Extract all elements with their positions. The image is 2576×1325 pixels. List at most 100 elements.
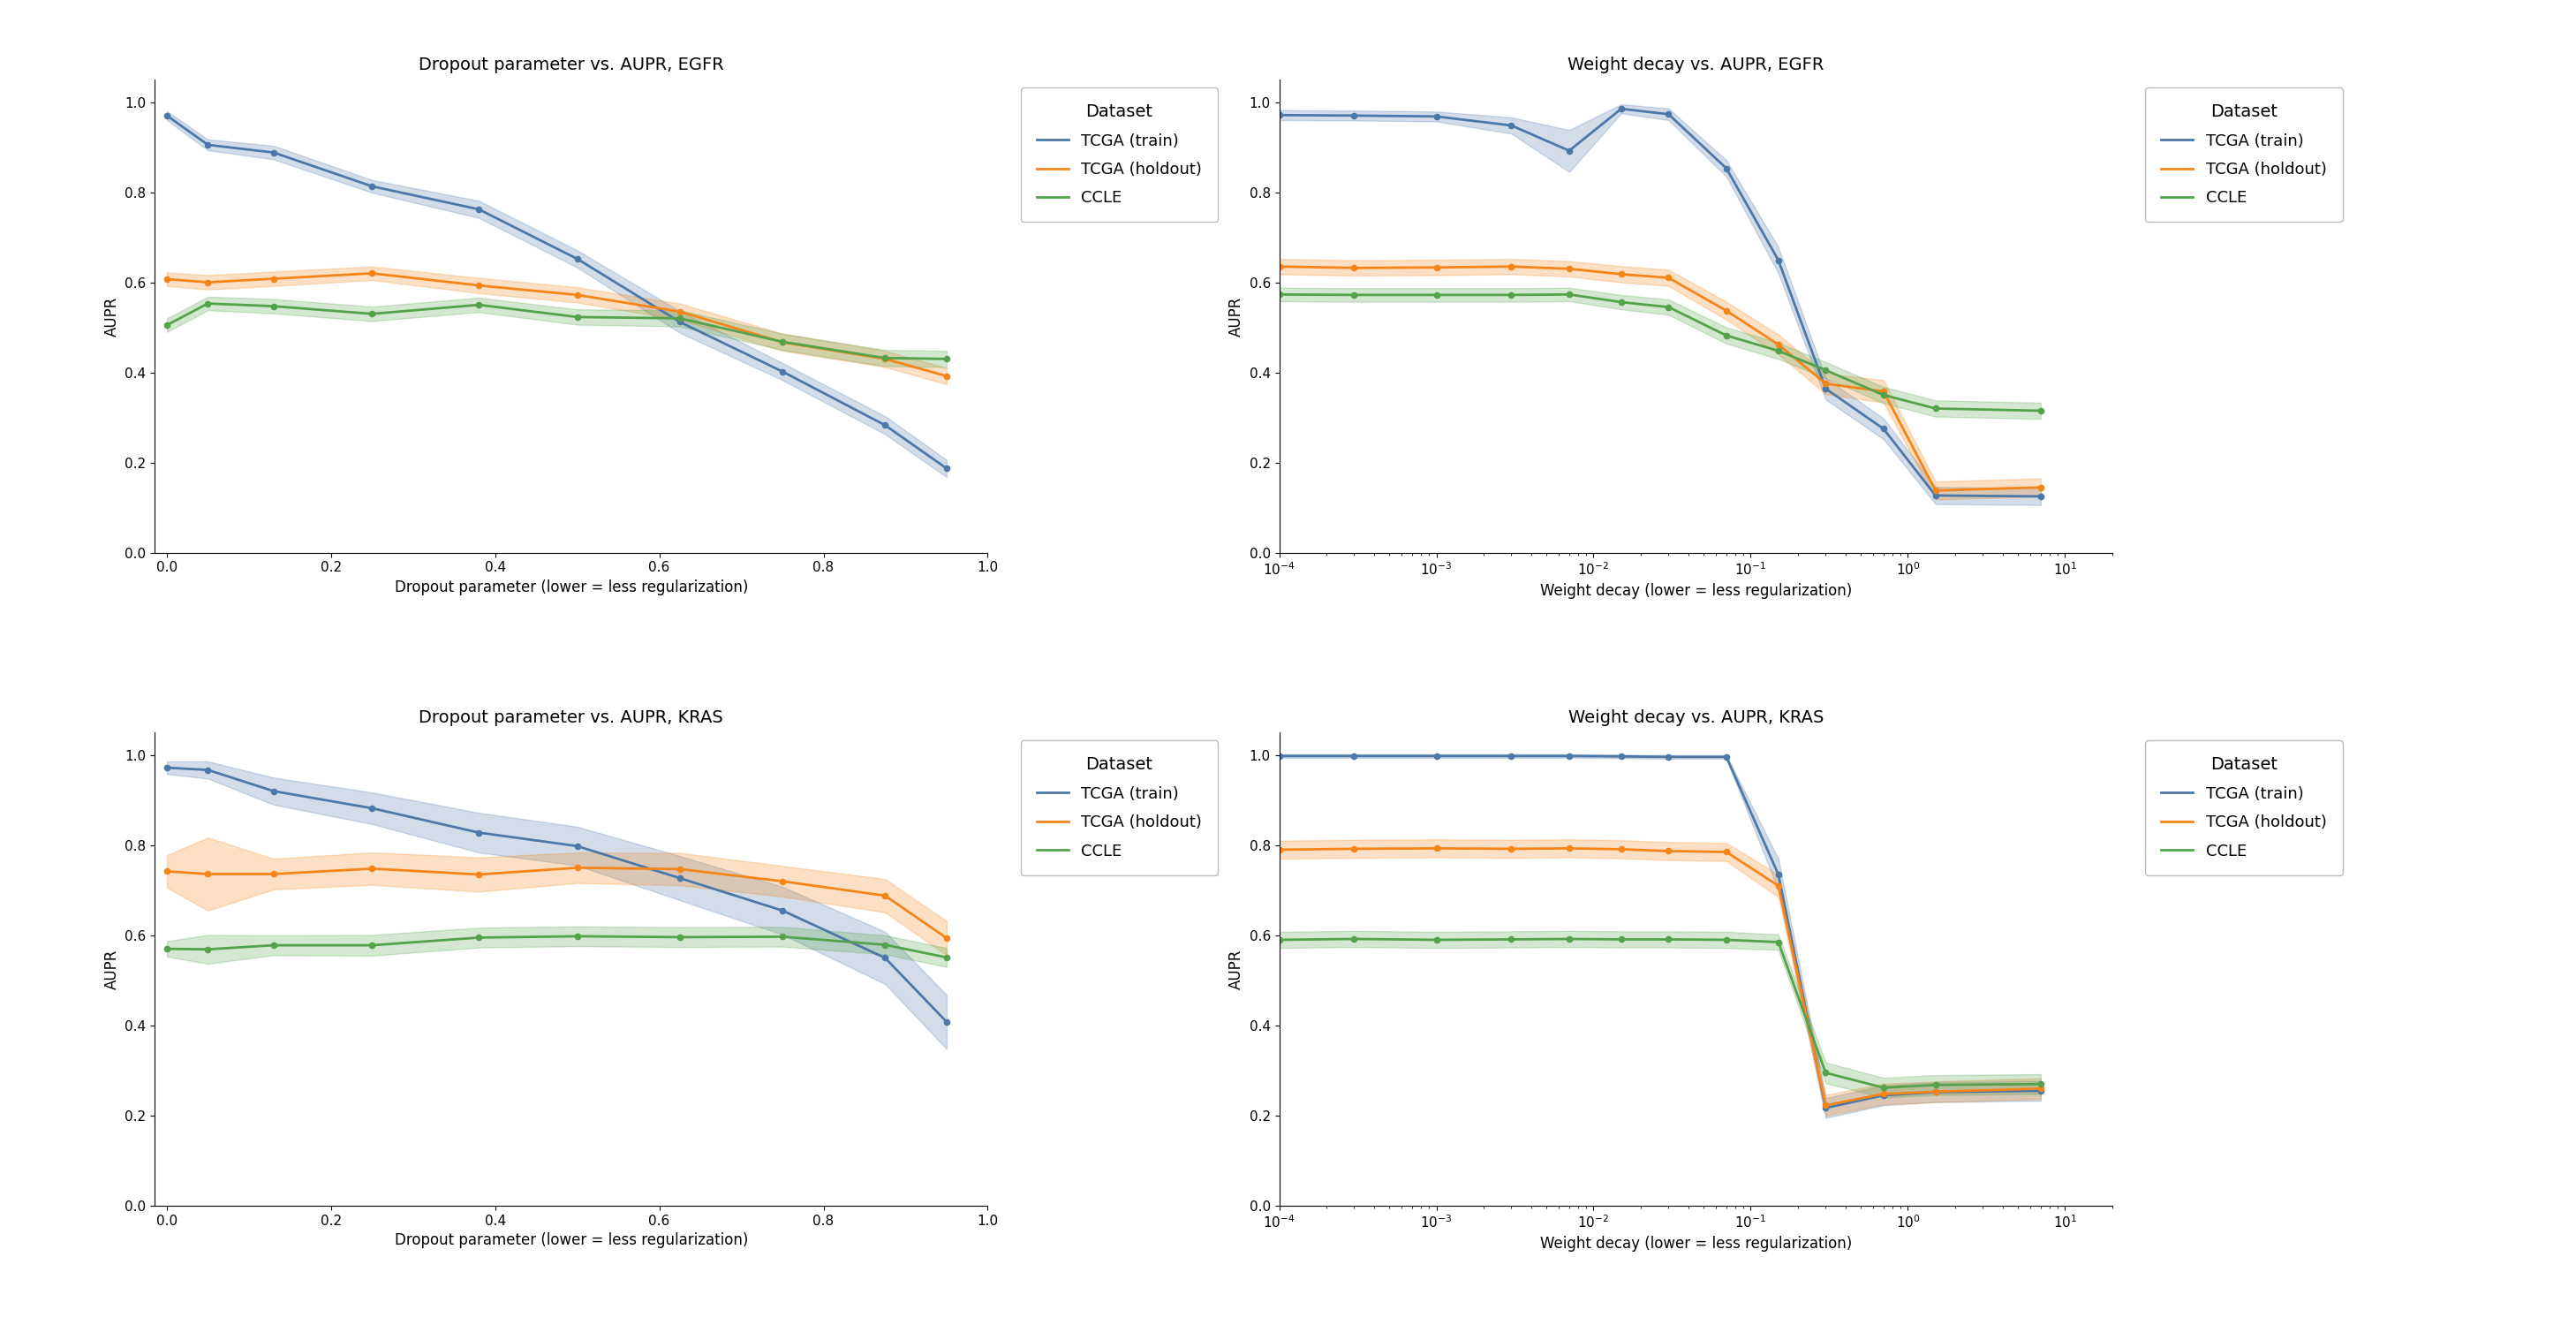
TCGA (train) <box>1710 749 1741 765</box>
CCLE <box>768 334 799 350</box>
TCGA (holdout) <box>1497 841 1528 857</box>
TCGA (train) <box>1605 101 1636 117</box>
CCLE <box>562 929 592 945</box>
CCLE <box>1497 288 1528 303</box>
X-axis label: Dropout parameter (lower = less regularization): Dropout parameter (lower = less regulari… <box>394 1232 747 1248</box>
Y-axis label: AUPR: AUPR <box>1229 295 1244 337</box>
TCGA (train) <box>1497 749 1528 765</box>
TCGA (train) <box>1497 118 1528 134</box>
TCGA (train) <box>1868 421 1899 437</box>
Line: TCGA (train): TCGA (train) <box>165 113 951 472</box>
TCGA (train) <box>562 839 592 855</box>
TCGA (holdout) <box>1605 266 1636 282</box>
CCLE <box>871 350 902 366</box>
TCGA (holdout) <box>258 867 289 882</box>
TCGA (train) <box>1811 1100 1842 1116</box>
CCLE <box>193 941 224 957</box>
TCGA (train) <box>768 902 799 918</box>
Legend: TCGA (train), TCGA (holdout), CCLE: TCGA (train), TCGA (holdout), CCLE <box>1020 741 1218 876</box>
CCLE <box>1868 1080 1899 1096</box>
TCGA (holdout) <box>930 930 961 946</box>
TCGA (train) <box>1654 749 1685 765</box>
Title: Dropout parameter vs. AUPR, EGFR: Dropout parameter vs. AUPR, EGFR <box>417 57 724 73</box>
TCGA (holdout) <box>1497 258 1528 274</box>
TCGA (holdout) <box>1340 260 1370 276</box>
TCGA (train) <box>152 759 183 775</box>
TCGA (holdout) <box>1868 1086 1899 1102</box>
TCGA (train) <box>464 201 495 217</box>
TCGA (train) <box>1422 109 1453 125</box>
Y-axis label: AUPR: AUPR <box>1229 949 1244 990</box>
TCGA (train) <box>193 136 224 152</box>
Title: Weight decay vs. AUPR, KRAS: Weight decay vs. AUPR, KRAS <box>1569 709 1824 726</box>
CCLE <box>1497 931 1528 947</box>
TCGA (train) <box>871 417 902 433</box>
Line: TCGA (train): TCGA (train) <box>1278 106 2043 500</box>
CCLE <box>1422 931 1453 947</box>
CCLE <box>1762 343 1793 359</box>
Line: CCLE: CCLE <box>165 934 951 961</box>
Title: Weight decay vs. AUPR, EGFR: Weight decay vs. AUPR, EGFR <box>1569 57 1824 73</box>
TCGA (holdout) <box>464 867 495 882</box>
TCGA (holdout) <box>930 368 961 384</box>
TCGA (train) <box>1340 107 1370 123</box>
TCGA (train) <box>665 314 696 330</box>
TCGA (holdout) <box>152 864 183 880</box>
TCGA (holdout) <box>1340 841 1370 857</box>
X-axis label: Weight decay (lower = less regularization): Weight decay (lower = less regularizatio… <box>1540 1236 1852 1252</box>
CCLE <box>1553 931 1584 947</box>
TCGA (holdout) <box>2025 480 2056 496</box>
TCGA (holdout) <box>193 867 224 882</box>
TCGA (train) <box>1553 143 1584 159</box>
TCGA (holdout) <box>2025 1081 2056 1097</box>
CCLE <box>1710 327 1741 343</box>
CCLE <box>1654 931 1685 947</box>
TCGA (holdout) <box>1265 841 1296 857</box>
Line: CCLE: CCLE <box>1278 937 2043 1090</box>
CCLE <box>355 937 386 953</box>
TCGA (holdout) <box>1422 260 1453 276</box>
TCGA (holdout) <box>1654 843 1685 859</box>
CCLE <box>1811 362 1842 378</box>
CCLE <box>258 937 289 953</box>
TCGA (holdout) <box>1868 383 1899 399</box>
CCLE <box>1919 1077 1950 1093</box>
TCGA (holdout) <box>562 288 592 303</box>
TCGA (train) <box>355 179 386 195</box>
Title: Dropout parameter vs. AUPR, KRAS: Dropout parameter vs. AUPR, KRAS <box>420 709 724 726</box>
CCLE <box>464 930 495 946</box>
CCLE <box>2025 1076 2056 1092</box>
TCGA (train) <box>2025 1083 2056 1098</box>
CCLE <box>355 306 386 322</box>
TCGA (train) <box>258 144 289 160</box>
TCGA (holdout) <box>1422 840 1453 856</box>
CCLE <box>562 309 592 325</box>
TCGA (holdout) <box>1762 878 1793 894</box>
TCGA (holdout) <box>355 861 386 877</box>
TCGA (train) <box>1710 160 1741 176</box>
TCGA (holdout) <box>1605 841 1636 857</box>
CCLE <box>1762 934 1793 950</box>
Line: CCLE: CCLE <box>1278 292 2043 413</box>
Line: TCGA (train): TCGA (train) <box>165 765 951 1024</box>
CCLE <box>1710 931 1741 947</box>
CCLE <box>258 298 289 314</box>
CCLE <box>152 317 183 333</box>
CCLE <box>1868 387 1899 403</box>
Y-axis label: AUPR: AUPR <box>103 949 118 990</box>
Line: TCGA (train): TCGA (train) <box>1278 753 2043 1110</box>
TCGA (train) <box>193 762 224 778</box>
TCGA (holdout) <box>464 277 495 293</box>
X-axis label: Weight decay (lower = less regularization): Weight decay (lower = less regularizatio… <box>1540 583 1852 599</box>
CCLE <box>665 310 696 326</box>
Line: TCGA (holdout): TCGA (holdout) <box>1278 264 2043 493</box>
Y-axis label: AUPR: AUPR <box>103 295 118 337</box>
CCLE <box>2025 403 2056 419</box>
TCGA (holdout) <box>1654 270 1685 286</box>
CCLE <box>1654 299 1685 315</box>
TCGA (holdout) <box>768 334 799 350</box>
TCGA (train) <box>930 1014 961 1030</box>
Legend: TCGA (train), TCGA (holdout), CCLE: TCGA (train), TCGA (holdout), CCLE <box>1020 87 1218 223</box>
CCLE <box>1553 286 1584 302</box>
TCGA (holdout) <box>1811 376 1842 392</box>
